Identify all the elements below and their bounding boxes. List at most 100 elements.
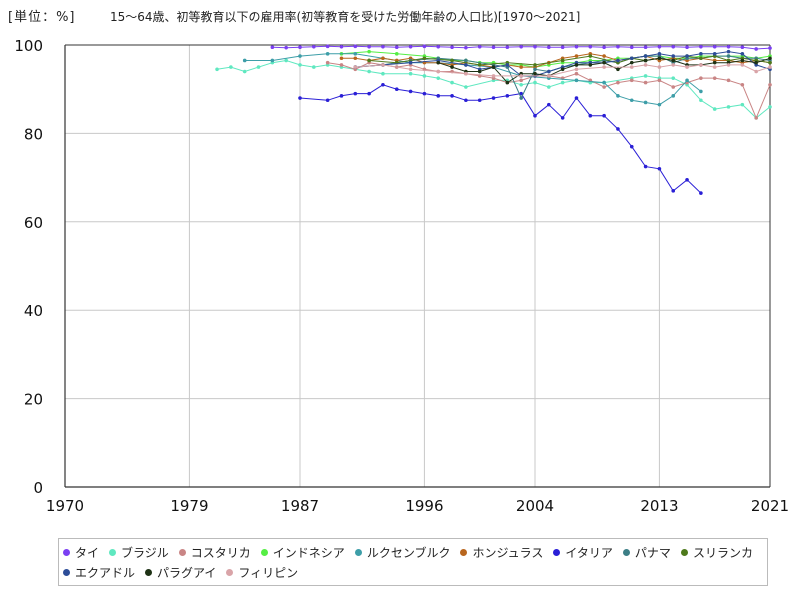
- data-point: [768, 82, 772, 87]
- data-point: [547, 69, 551, 74]
- tick-labels: 1970 1979 1987 1996 2004 2013 2021 0 20 40 60 80 100: [14, 37, 789, 515]
- data-point: [685, 78, 689, 83]
- data-point: [574, 67, 579, 72]
- data-point: [422, 44, 427, 49]
- data-point: [726, 78, 731, 83]
- data-point: [464, 63, 468, 67]
- data-point: [685, 45, 689, 50]
- legend-label: コスタリカ: [190, 545, 251, 560]
- data-point: [298, 63, 302, 67]
- data-point: [560, 116, 565, 120]
- legend: タイ ブラジル コスタリカ インドネシア ルクセンブルク ホンジュラス イタリア パナマ スリラ…: [58, 538, 768, 586]
- series-11: [353, 63, 772, 78]
- data-point: [560, 80, 565, 85]
- legend-item: ルクセンブルク: [354, 542, 451, 562]
- unit-label: [単位：%]: [8, 10, 76, 25]
- x-tick-label: 1979: [170, 497, 208, 515]
- data-point: [740, 45, 745, 50]
- data-point: [602, 60, 606, 65]
- data-point: [408, 89, 413, 94]
- data-point: [477, 98, 482, 103]
- data-point: [699, 89, 703, 94]
- data-point: [505, 94, 510, 98]
- line-chart: 1970 1979 1987 1996 2004 2013 2021 0 20 40 60 80 100: [14, 37, 789, 515]
- data-point: [519, 44, 523, 49]
- data-point: [422, 74, 427, 78]
- data-point: [643, 63, 648, 67]
- data-point: [491, 65, 496, 69]
- data-point: [533, 80, 537, 85]
- data-point: [450, 65, 454, 69]
- data-point: [408, 67, 413, 72]
- data-point: [726, 63, 731, 67]
- data-point: [436, 44, 441, 49]
- legend-marker: [145, 568, 153, 576]
- data-point: [560, 45, 565, 50]
- legend-label: ルクセンブルク: [366, 545, 451, 560]
- legend-marker: [553, 548, 561, 556]
- data-point: [242, 69, 247, 74]
- chart-title: 15～64歳、初等教育以下の雇用率(初等教育を受けた労働年齢の人口比)[1970…: [110, 10, 581, 24]
- data-point: [740, 58, 745, 63]
- data-point: [616, 80, 620, 85]
- data-point: [408, 71, 413, 76]
- data-point: [298, 45, 302, 50]
- data-point: [381, 82, 385, 87]
- legend-item: イタリア: [553, 542, 613, 562]
- y-tick-label: 40: [24, 302, 43, 320]
- legend-label: パナマ: [634, 545, 671, 560]
- data-point: [671, 58, 676, 63]
- legend-item: ホンジュラス: [460, 542, 543, 562]
- data-point: [491, 45, 496, 50]
- data-point: [602, 85, 606, 89]
- data-point: [726, 44, 731, 49]
- data-point: [339, 44, 344, 49]
- legend-item: インドネシア: [260, 542, 345, 562]
- data-point: [726, 49, 731, 54]
- legend-label: パラグアイ: [157, 565, 217, 580]
- data-point: [754, 60, 758, 65]
- legend-label: フィリピン: [238, 565, 299, 580]
- data-point: [505, 80, 510, 85]
- data-point: [671, 54, 676, 58]
- data-point: [699, 191, 703, 195]
- x-tick-label: 1970: [46, 497, 84, 515]
- data-point: [574, 44, 579, 49]
- y-tick-label: 80: [24, 125, 43, 143]
- data-point: [339, 63, 344, 67]
- data-point: [477, 63, 482, 67]
- data-point: [519, 65, 523, 69]
- data-point: [464, 71, 468, 76]
- data-point: [588, 63, 593, 67]
- data-point: [657, 44, 662, 49]
- data-point: [629, 144, 634, 149]
- data-point: [602, 80, 606, 85]
- data-point: [312, 44, 316, 49]
- legend-marker: [460, 548, 468, 556]
- data-point: [381, 56, 385, 61]
- data-point: [519, 96, 523, 100]
- data-point: [325, 52, 330, 56]
- legend-label: エクアドル: [75, 565, 136, 580]
- data-point: [325, 60, 330, 65]
- data-point: [768, 105, 772, 109]
- data-point: [381, 63, 385, 67]
- data-point: [339, 56, 344, 61]
- data-point: [312, 65, 316, 69]
- data-point: [643, 58, 648, 63]
- data-point: [671, 76, 676, 80]
- data-point: [629, 56, 634, 61]
- data-point: [450, 80, 454, 85]
- series-10: [436, 56, 772, 85]
- data-point: [394, 45, 399, 50]
- legend-marker: [109, 548, 117, 556]
- data-point: [657, 102, 662, 107]
- data-point: [712, 76, 717, 80]
- data-point: [616, 127, 620, 131]
- data-point: [394, 52, 399, 56]
- data-point: [450, 58, 454, 63]
- legend-marker: [63, 548, 70, 556]
- legend-marker: [178, 548, 186, 556]
- data-point: [242, 58, 247, 63]
- data-point: [491, 74, 496, 78]
